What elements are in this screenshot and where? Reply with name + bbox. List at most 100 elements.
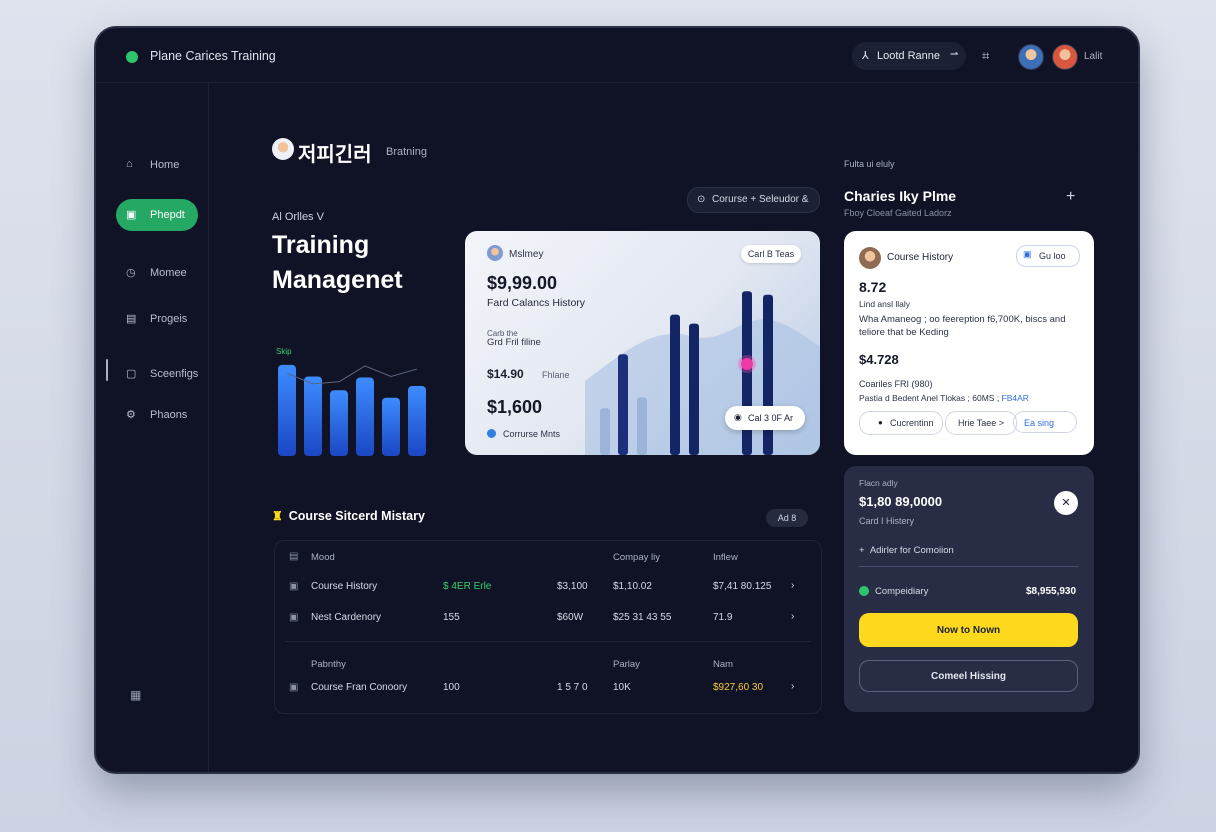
easing-button[interactable]: Ea sing: [1013, 411, 1077, 433]
chevron-right-icon[interactable]: ›: [791, 580, 795, 591]
amount: $9,99.00: [487, 273, 558, 293]
dark-bar-chart: Skip: [276, 347, 426, 456]
row-value: $1,10.02: [613, 581, 652, 592]
course-selector[interactable]: ⊙ Corurse + Seleudor &: [687, 187, 820, 213]
sidebar-item-phepdt[interactable]: ▣ Phepdt: [116, 199, 198, 231]
chart-bar: [382, 397, 400, 456]
active-indicator: [106, 359, 108, 381]
lesson-icon: ▣: [126, 209, 137, 221]
detail-link[interactable]: FB4AR: [1001, 393, 1029, 403]
chart-bar: [304, 376, 322, 456]
chart-bar: [330, 390, 348, 456]
row-value: $8,955,930: [1026, 586, 1077, 597]
close-icon[interactable]: ✕: [1054, 491, 1078, 515]
row-icon: ▣: [289, 612, 299, 623]
sidebar-item-label: Progeis: [150, 313, 188, 325]
row-value: $25 31 43 55: [613, 612, 672, 623]
avatar-secondary[interactable]: [1052, 44, 1078, 70]
page-title: Training Managenet: [272, 231, 403, 294]
chart-bar: [618, 354, 628, 455]
trophy-icon: ♜: [272, 509, 283, 523]
add-for-completion[interactable]: + Adirler for Comoiion: [859, 545, 954, 556]
chart-bar: [670, 314, 680, 455]
current-button[interactable]: ● Cucrentinn: [859, 411, 943, 435]
row-value: 10K: [613, 682, 631, 693]
card-subtitle: Fard Calancs History: [487, 297, 586, 309]
app-window: Plane Carices Training ⅄ Lootd Ranne ⇀ ⌗…: [94, 26, 1140, 774]
chart-bar: [689, 323, 699, 455]
sidebar-item-sceenfigs[interactable]: ▢ Sceenfigs: [116, 358, 198, 390]
section-title-text: Course Sitcerd Mistary: [288, 509, 425, 523]
go-button[interactable]: ▣ Gu loo: [1016, 245, 1080, 267]
filter-icon: ⊙: [697, 194, 706, 205]
profile-subtitle: Fboy Cloeaf Gaited Ladorz: [844, 208, 952, 218]
filter-dropdown[interactable]: Al Orlles V: [272, 211, 324, 223]
home-icon: ⌂: [126, 158, 133, 170]
divider: [285, 641, 811, 642]
clock-icon: ◉: [734, 412, 742, 422]
arrow-icon: ⇀: [950, 49, 959, 60]
sidebar-item-label: Phaons: [150, 409, 188, 421]
clock-icon: ◷: [126, 267, 136, 279]
calendar-icon[interactable]: ▦: [130, 688, 142, 702]
avatar[interactable]: [1018, 44, 1044, 70]
add-icon[interactable]: +: [1066, 188, 1076, 205]
payment-card: Flacn adly $1,80 89,0000 Card I Histery …: [844, 466, 1094, 712]
chart-marker[interactable]: [741, 358, 753, 370]
add-label: Adirler for Comoiion: [869, 545, 954, 556]
chevron-right-icon[interactable]: ›: [791, 611, 795, 622]
price-label: Coariles FRI (980): [859, 379, 933, 389]
user-label: Lalit: [1084, 51, 1103, 62]
metric-description: Wha Amaneog ; oo feereption f6,700K, bis…: [859, 314, 1066, 338]
balance-label: Card I Histery: [859, 516, 915, 526]
sidebar-item-home[interactable]: ⌂ Home: [116, 149, 198, 181]
column-header: Pabnthy: [311, 659, 346, 670]
sidebar-item-label: Phepdt: [150, 209, 185, 221]
location-label: Lootd Ranne: [877, 50, 940, 62]
chart-bar: [600, 408, 610, 455]
card-title: Course History: [887, 252, 954, 263]
secondary-button[interactable]: Comeel Hissing: [859, 660, 1078, 692]
sidebar-item-momee[interactable]: ◷ Momee: [116, 257, 198, 289]
sidebar-item-label: Sceenfigs: [150, 368, 199, 380]
chart-bar: [763, 294, 773, 455]
row-icon: ▣: [289, 581, 299, 592]
detail-text: Pastia d Bedent Anel Tlokas ; 60MS ;: [859, 393, 1002, 403]
location-selector[interactable]: ⅄ Lootd Ranne ⇀: [852, 42, 966, 70]
location-pin-icon: ⅄: [862, 50, 869, 62]
small-text: Grd Fril filine: [487, 337, 541, 348]
profile-name: Charies Iky Plme: [844, 188, 957, 204]
row-value: $3,100: [557, 581, 588, 592]
section-title: ♜ Course Sitcerd Mistary: [272, 509, 425, 523]
table-icon: ▤: [289, 551, 299, 562]
hire-button[interactable]: Hrie Taee >: [945, 411, 1017, 435]
row-name: Nest Cardenory: [311, 612, 382, 623]
row-label: Compeidiary: [875, 586, 929, 597]
data-pill[interactable]: ◉ Cal 3 0F Ar: [725, 406, 805, 430]
top-bar: Plane Carices Training ⅄ Lootd Ranne ⇀ ⌗…: [96, 28, 1138, 83]
chevron-right-icon[interactable]: ›: [791, 681, 795, 692]
row-value: 100: [443, 682, 460, 693]
chart-bar: [356, 377, 374, 456]
korean-subtitle: Bratning: [386, 146, 427, 158]
metric-value: 8.72: [859, 279, 887, 295]
history-card: Mslmey Carl B Teas $9,99.00 Fard Calancs…: [465, 231, 820, 455]
section-action-button[interactable]: Ad 8: [766, 509, 808, 527]
hierarchy-icon[interactable]: ⌗: [982, 48, 990, 63]
sidebar-item-phaons[interactable]: ⚙ Phaons: [116, 399, 198, 431]
sidebar-item-label: Momee: [150, 267, 187, 279]
primary-button[interactable]: Now to Nown: [859, 613, 1078, 647]
row-value: 155: [443, 612, 460, 623]
brand-logo-icon: [126, 51, 138, 63]
data-pill-label: Cal 3 0F Ar: [748, 413, 794, 423]
column-header: Parlay: [613, 659, 640, 670]
sidebar-item-progeis[interactable]: ▤ Progeis: [116, 303, 198, 335]
folder-icon: ▤: [126, 313, 137, 325]
row-icon: ▣: [289, 682, 299, 693]
chart-label: Skip: [276, 347, 292, 356]
detail-line: Pastia d Bedent Anel Tlokas ; 60MS ; FB4…: [859, 393, 1029, 403]
course-table: ▤ Mood Compay liy Inflew ▣ Course Histor…: [274, 540, 822, 714]
dot-icon: ●: [878, 418, 883, 427]
card-badge[interactable]: Carl B Teas: [741, 245, 801, 263]
row-value: 71.9: [713, 612, 733, 623]
